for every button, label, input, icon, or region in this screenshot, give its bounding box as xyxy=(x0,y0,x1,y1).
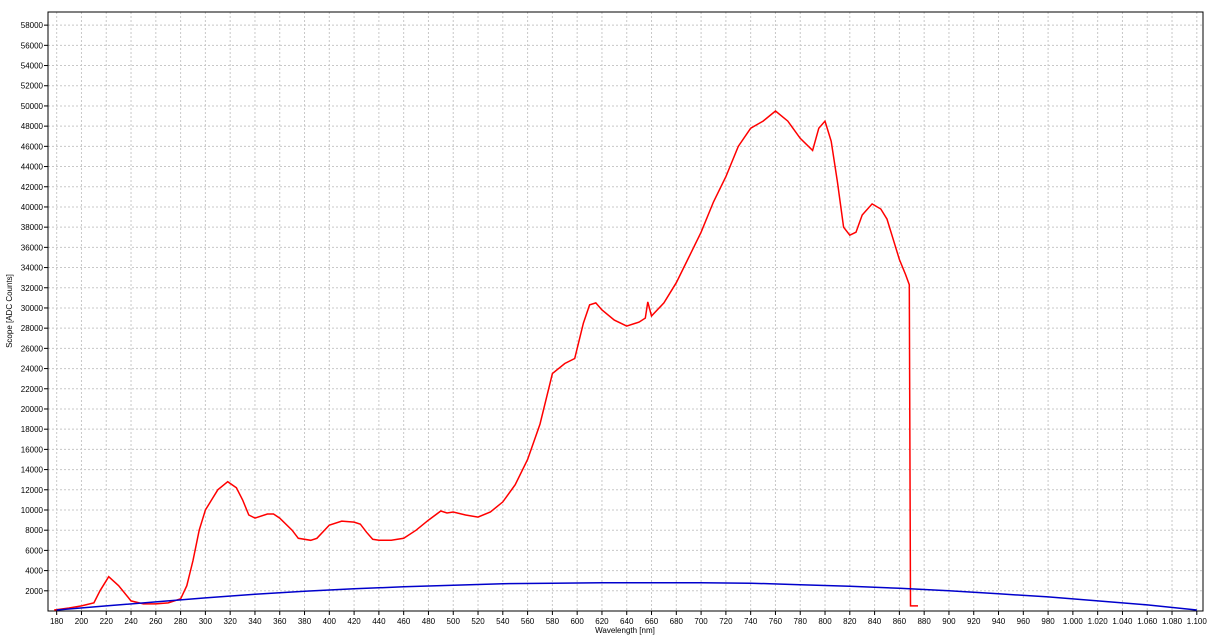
x-tick-label: 460 xyxy=(397,617,411,626)
x-axis-label: Wavelength [nm] xyxy=(595,626,655,635)
x-tick-label: 740 xyxy=(744,617,758,626)
x-tick-label: 860 xyxy=(893,617,907,626)
x-tick-label: 340 xyxy=(248,617,262,626)
x-tick-label: 700 xyxy=(694,617,708,626)
x-tick-label: 1.000 xyxy=(1063,617,1084,626)
x-tick-label: 480 xyxy=(422,617,436,626)
x-tick-label: 580 xyxy=(546,617,560,626)
y-tick-label: 32000 xyxy=(21,284,44,293)
x-tick-label: 600 xyxy=(570,617,584,626)
y-tick-label: 20000 xyxy=(21,405,44,414)
x-tick-label: 1.020 xyxy=(1088,617,1109,626)
x-tick-label: 720 xyxy=(719,617,733,626)
y-tick-label: 24000 xyxy=(21,365,44,374)
x-tick-label: 540 xyxy=(496,617,510,626)
x-tick-label: 880 xyxy=(917,617,931,626)
y-tick-label: 26000 xyxy=(21,344,44,353)
y-tick-label: 16000 xyxy=(21,445,44,454)
x-tick-label: 200 xyxy=(75,617,89,626)
x-tick-label: 240 xyxy=(124,617,138,626)
y-tick-label: 42000 xyxy=(21,183,44,192)
y-axis-label: Scope [ADC Counts] xyxy=(5,274,14,348)
y-tick-label: 40000 xyxy=(21,203,44,212)
y-tick-label: 12000 xyxy=(21,486,44,495)
x-tick-label: 900 xyxy=(942,617,956,626)
x-tick-label: 180 xyxy=(50,617,64,626)
plot-frame xyxy=(47,11,1204,612)
x-tick-label: 940 xyxy=(992,617,1006,626)
series-line xyxy=(56,581,1197,611)
x-tick-label: 220 xyxy=(100,617,114,626)
y-tick-label: 52000 xyxy=(21,82,44,91)
x-tick-label: 520 xyxy=(471,617,485,626)
y-tick-label: 56000 xyxy=(21,41,44,50)
y-tick-label: 48000 xyxy=(21,122,44,131)
y-tick-label: 4000 xyxy=(25,567,43,576)
x-tick-label: 420 xyxy=(347,617,361,626)
y-tick-label: 22000 xyxy=(21,385,44,394)
y-tick-label: 50000 xyxy=(21,102,44,111)
x-tick-label: 260 xyxy=(149,617,163,626)
x-tick-label: 400 xyxy=(323,617,337,626)
y-tick-label: 44000 xyxy=(21,163,44,172)
x-tick-label: 300 xyxy=(199,617,213,626)
x-tick-label: 800 xyxy=(818,617,832,626)
x-tick-label: 760 xyxy=(769,617,783,626)
y-tick-label: 8000 xyxy=(25,526,43,535)
y-tick-label: 34000 xyxy=(21,264,44,273)
y-tick-label: 58000 xyxy=(21,21,44,30)
y-tick-label: 30000 xyxy=(21,304,44,313)
x-tick-label: 440 xyxy=(372,617,386,626)
x-tick-label: 980 xyxy=(1041,617,1055,626)
x-tick-label: 680 xyxy=(670,617,684,626)
series-line xyxy=(54,110,918,611)
x-tick-label: 1.040 xyxy=(1112,617,1133,626)
y-tick-label: 2000 xyxy=(25,587,43,596)
x-tick-label: 360 xyxy=(273,617,287,626)
y-tick-label: 18000 xyxy=(21,425,44,434)
x-tick-label: 1.060 xyxy=(1137,617,1158,626)
y-tick-label: 54000 xyxy=(21,62,44,71)
y-tick-label: 38000 xyxy=(21,223,44,232)
x-tick-label: 560 xyxy=(521,617,535,626)
y-tick-label: 10000 xyxy=(21,506,44,515)
y-tick-label: 14000 xyxy=(21,466,44,475)
x-tick-label: 280 xyxy=(174,617,188,626)
x-tick-label: 820 xyxy=(843,617,857,626)
y-tick-label: 36000 xyxy=(21,243,44,252)
x-tick-label: 320 xyxy=(223,617,237,626)
x-tick-label: 840 xyxy=(868,617,882,626)
x-tick-label: 660 xyxy=(645,617,659,626)
y-tick-label: 6000 xyxy=(25,546,43,555)
x-tick-label: 1.080 xyxy=(1162,617,1183,626)
x-tick-label: 620 xyxy=(595,617,609,626)
y-tick-label: 46000 xyxy=(21,142,44,151)
x-tick-label: 380 xyxy=(298,617,312,626)
x-tick-label: 500 xyxy=(447,617,461,626)
x-tick-label: 920 xyxy=(967,617,981,626)
x-tick-label: 960 xyxy=(1017,617,1031,626)
x-tick-label: 780 xyxy=(794,617,808,626)
y-tick-label: 28000 xyxy=(21,324,44,333)
x-tick-label: 1.100 xyxy=(1187,617,1208,626)
x-tick-label: 640 xyxy=(620,617,634,626)
